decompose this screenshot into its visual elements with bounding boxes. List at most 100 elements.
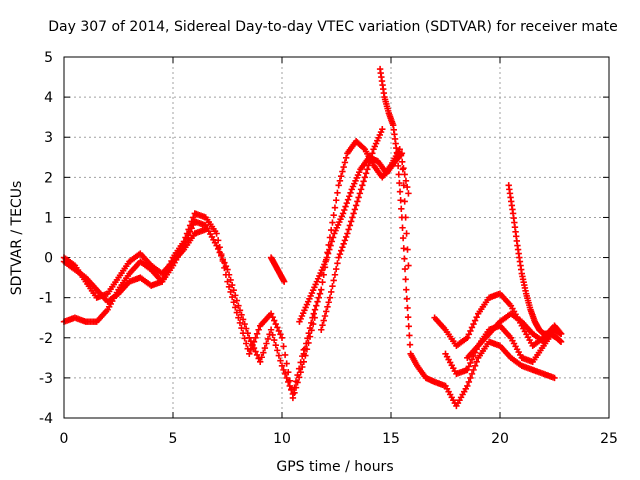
data-point: [403, 295, 411, 303]
data-point: [404, 304, 411, 312]
y-tick-label: -2: [39, 331, 53, 347]
data-point: [233, 309, 241, 316]
data-point: [340, 163, 347, 171]
data-point: [272, 320, 279, 328]
data-point: [468, 370, 476, 378]
grid-lines: [64, 57, 609, 418]
data-point: [337, 247, 345, 254]
data-point: [326, 234, 334, 241]
data-point: [367, 154, 375, 161]
data-point: [347, 218, 355, 225]
data-point: [551, 326, 558, 333]
series-arc-4: [296, 150, 412, 325]
data-point: [465, 331, 473, 338]
data-point: [396, 188, 404, 195]
data-point: [359, 182, 366, 189]
data-point: [360, 178, 367, 185]
data-point: [185, 226, 192, 233]
data-point: [402, 276, 409, 283]
data-point: [334, 189, 341, 197]
data-point: [351, 206, 359, 213]
data-point: [403, 183, 411, 191]
data-point: [278, 362, 286, 370]
data-point: [288, 386, 295, 393]
data-point: [464, 334, 471, 341]
data-point: [295, 374, 303, 381]
data-point: [557, 338, 565, 345]
data-point: [336, 177, 344, 184]
data-point: [329, 219, 336, 226]
data-point: [328, 288, 335, 296]
data-point: [323, 308, 330, 315]
data-point: [467, 374, 474, 382]
data-point: [285, 368, 292, 376]
data-point: [399, 234, 407, 242]
data-point: [321, 264, 329, 271]
data-point: [346, 222, 354, 229]
data-point: [346, 193, 353, 200]
data-point: [471, 317, 479, 324]
data-point: [347, 189, 354, 197]
data-point: [281, 351, 289, 359]
data-point: [299, 363, 306, 371]
data-point: [244, 345, 251, 352]
data-point: [249, 342, 256, 349]
data-point: [250, 338, 258, 345]
data-point: [404, 313, 412, 321]
data-point: [401, 265, 409, 273]
data-point: [342, 233, 350, 241]
data-point: [280, 366, 287, 374]
series-arc-3: [60, 226, 209, 301]
series-arc-12: [267, 254, 288, 285]
data-point: [221, 264, 228, 272]
data-point: [340, 240, 347, 248]
data-point: [325, 299, 332, 306]
data-point: [314, 298, 321, 305]
data-point: [303, 340, 310, 347]
data-point: [263, 340, 270, 347]
data-point: [356, 190, 364, 197]
data-point: [471, 362, 479, 370]
data-point: [202, 226, 209, 233]
data-point: [329, 283, 336, 290]
data-point: [222, 271, 230, 278]
data-point: [406, 332, 413, 339]
data-point: [219, 257, 227, 265]
data-point: [401, 255, 408, 262]
data-point: [470, 366, 477, 374]
data-point: [304, 335, 311, 342]
data-point: [470, 320, 477, 328]
data-point: [269, 331, 276, 339]
data-point: [321, 312, 329, 320]
data-point: [326, 294, 334, 301]
data-point: [324, 249, 331, 256]
data-point: [464, 366, 471, 374]
series-arc-11: [505, 182, 565, 345]
data-point: [400, 245, 407, 252]
chart-title: Day 307 of 2014, Sidereal Day-to-day VTE…: [48, 19, 618, 35]
data-point: [341, 159, 349, 166]
data-point: [255, 355, 262, 362]
data-point: [319, 321, 326, 329]
data-point: [242, 340, 250, 347]
data-point: [473, 313, 480, 321]
data-point: [468, 356, 476, 363]
data-point: [267, 326, 275, 333]
data-point: [468, 324, 476, 331]
data-point: [403, 230, 410, 237]
data-point: [258, 354, 265, 361]
data-point: [335, 182, 342, 189]
data-point: [261, 344, 269, 352]
data-point: [394, 162, 402, 170]
data-point: [320, 271, 327, 278]
data-point: [355, 194, 362, 201]
y-tick-label: -3: [39, 371, 53, 387]
data-point: [331, 204, 339, 211]
data-point: [236, 319, 244, 327]
data-point: [310, 310, 317, 317]
data-point: [253, 330, 261, 337]
y-tick-label: 0: [44, 251, 53, 267]
data-point: [232, 304, 239, 311]
series-arc-8: [431, 290, 565, 349]
data-point: [257, 358, 264, 366]
